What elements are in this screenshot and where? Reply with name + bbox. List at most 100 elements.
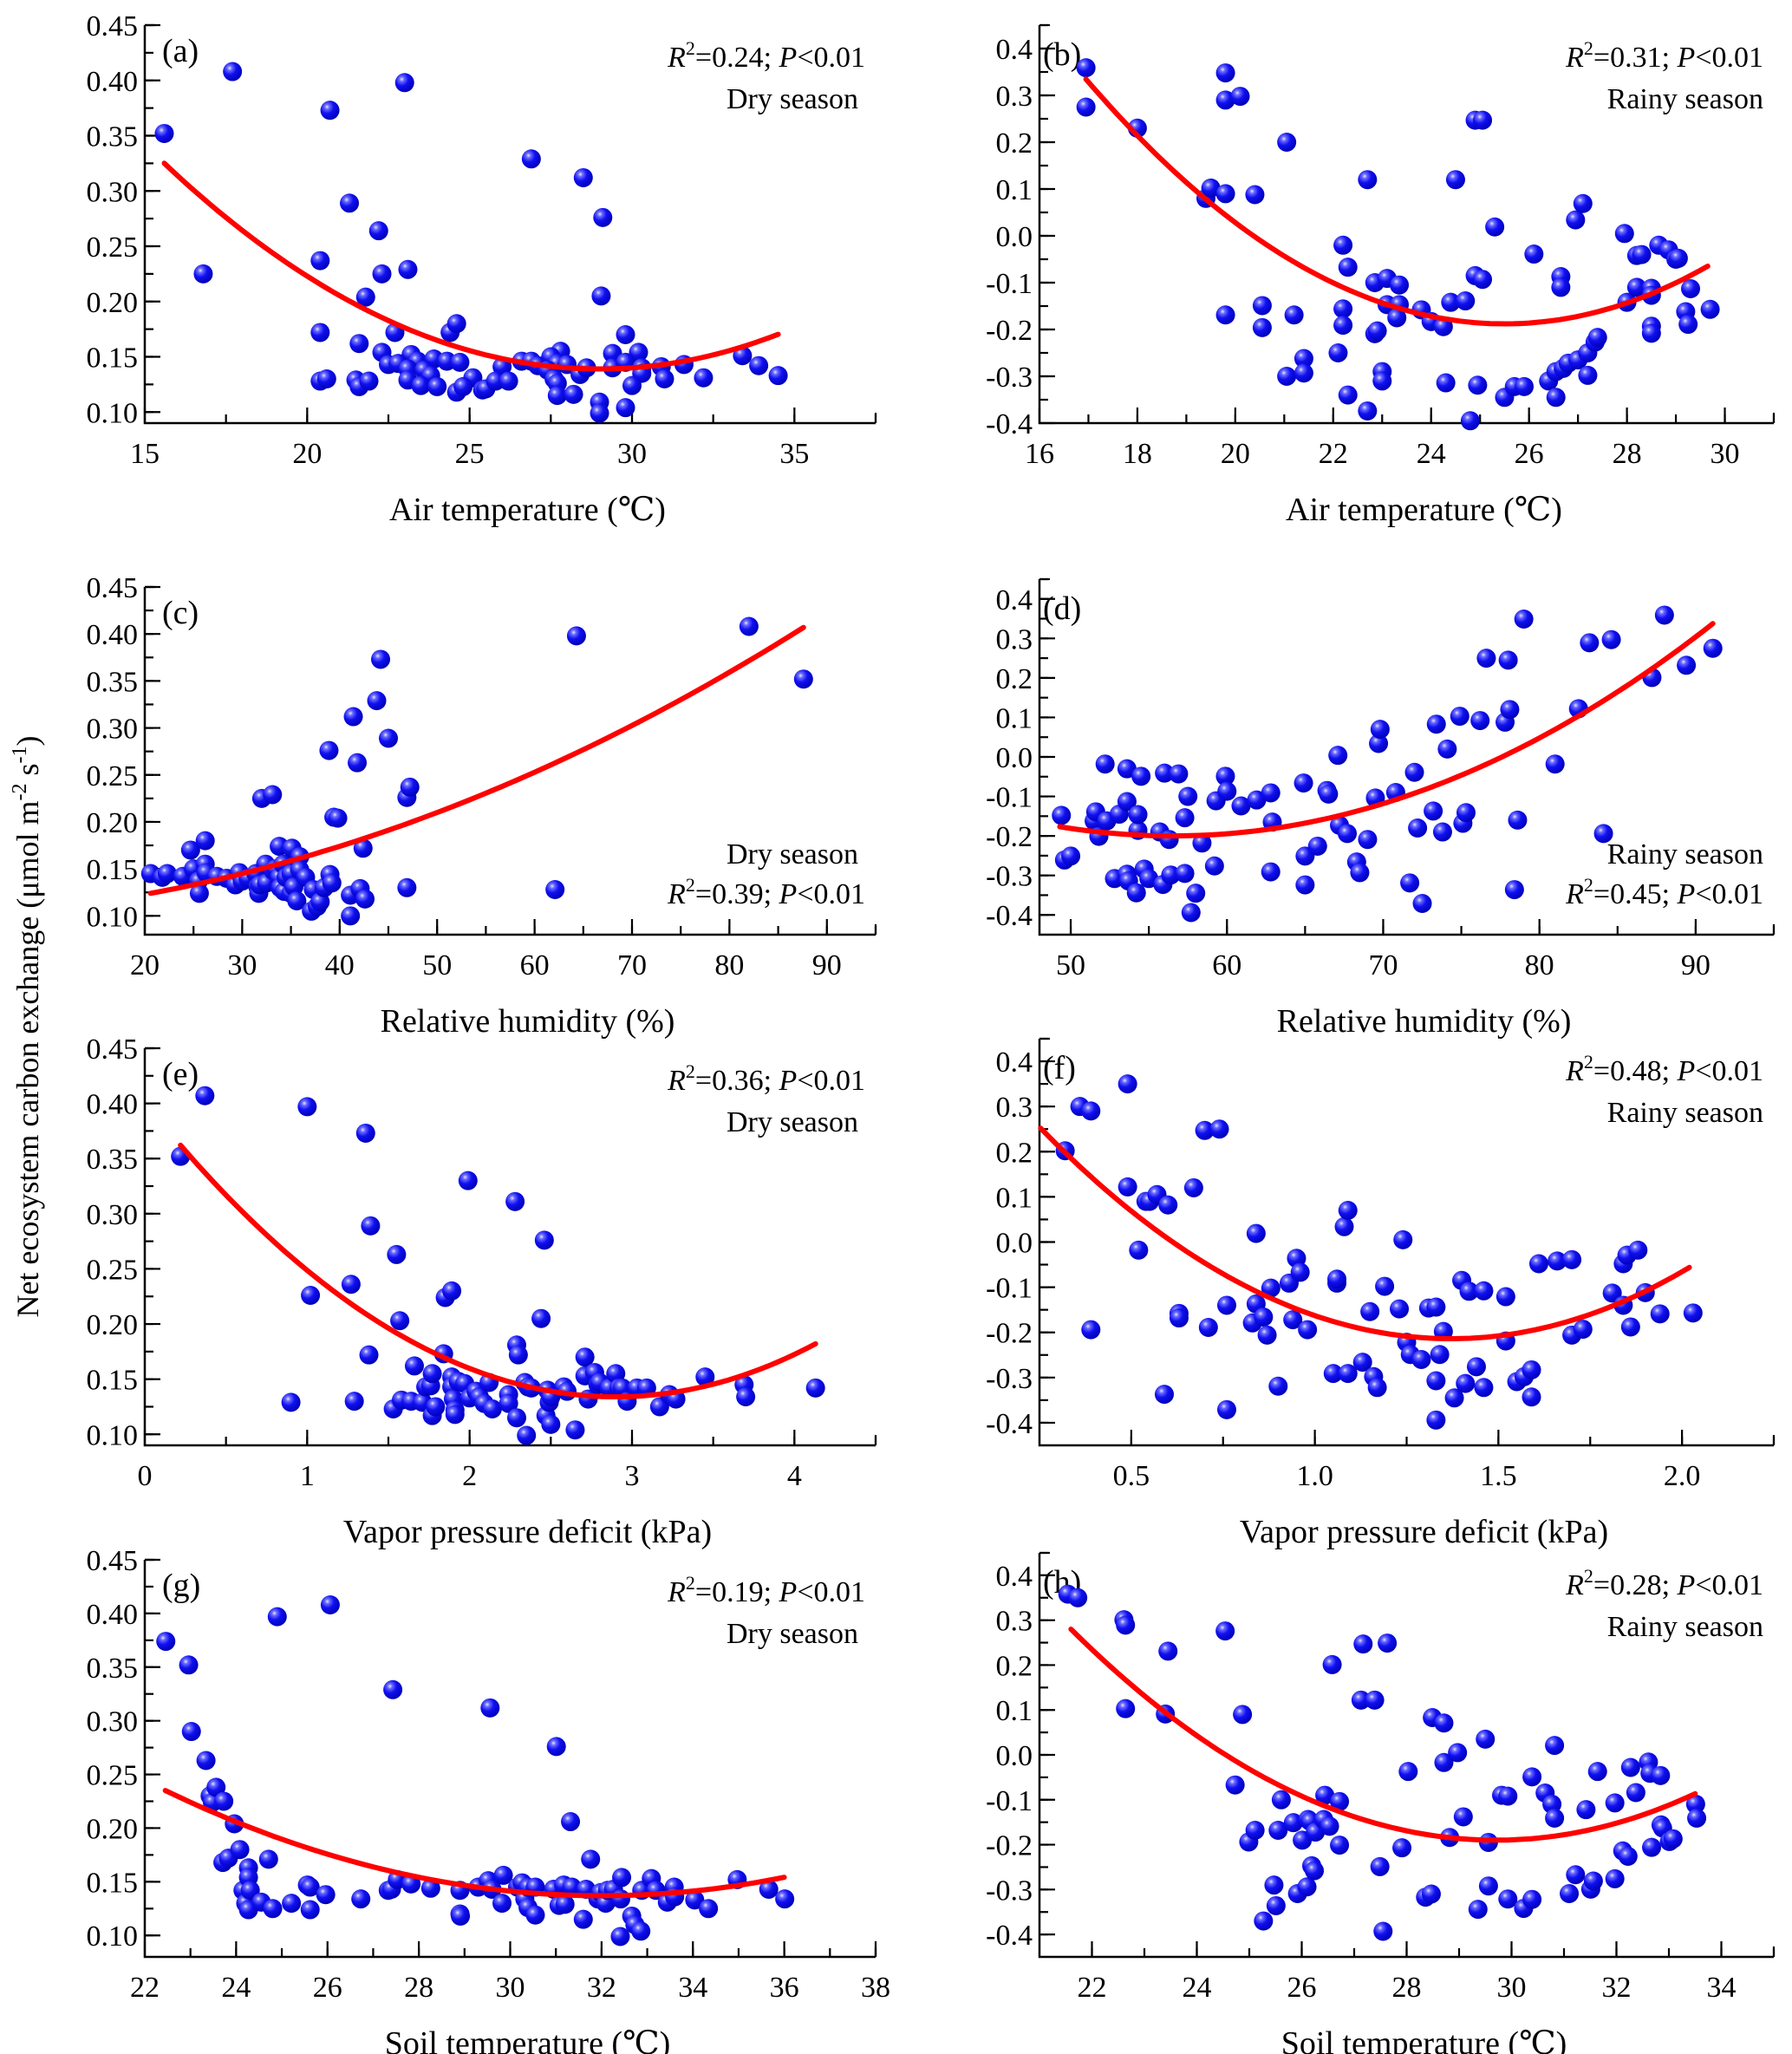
data-point xyxy=(1703,638,1723,658)
x-tick-label: 90 xyxy=(1681,949,1711,981)
data-point xyxy=(1618,1847,1638,1867)
data-point xyxy=(768,366,788,386)
r2-symbol: R xyxy=(667,878,686,910)
x-tick-label: 3 xyxy=(625,1460,640,1492)
data-point xyxy=(1293,363,1313,383)
data-point xyxy=(1154,1385,1174,1405)
y-tick-label: -0.2 xyxy=(986,821,1033,853)
y-tick-label: 0.3 xyxy=(996,1606,1033,1638)
y-tick-label: 0.35 xyxy=(87,666,139,698)
data-point xyxy=(1626,277,1646,297)
x-tick-label: 24 xyxy=(1417,438,1446,470)
data-point xyxy=(1450,707,1469,727)
data-point xyxy=(458,1170,478,1190)
data-point xyxy=(1426,714,1446,734)
data-point xyxy=(1466,1357,1486,1377)
data-point xyxy=(1233,1705,1253,1725)
x-tick-label: 28 xyxy=(404,1972,433,2004)
data-point xyxy=(1358,170,1378,190)
data-point xyxy=(499,1393,518,1413)
data-point xyxy=(759,1880,779,1900)
r2-superscript: 2 xyxy=(1584,1565,1593,1587)
data-point xyxy=(1076,58,1096,78)
data-point xyxy=(736,1387,756,1407)
data-point xyxy=(1524,245,1544,264)
data-point xyxy=(610,1927,630,1946)
x-tick-label: 30 xyxy=(1497,1972,1527,2004)
r2-value: =0.45; xyxy=(1593,878,1678,910)
data-point xyxy=(1398,1762,1418,1782)
data-point xyxy=(349,334,369,354)
r2-superscript: 2 xyxy=(1584,1051,1593,1073)
data-point xyxy=(1352,1353,1372,1373)
y-tick-label: -0.3 xyxy=(986,1363,1033,1395)
data-point xyxy=(181,1722,201,1742)
data-point xyxy=(1393,1229,1413,1249)
scatter-points xyxy=(1076,58,1720,431)
y-tick-label: 0.45 xyxy=(87,1545,139,1577)
data-point xyxy=(1436,373,1456,393)
data-point xyxy=(1460,411,1480,431)
y-tick-label: -0.2 xyxy=(986,315,1033,347)
data-point xyxy=(1445,170,1465,190)
y-tick-label: 0.4 xyxy=(996,34,1033,66)
data-point xyxy=(1470,711,1490,731)
data-point xyxy=(1333,316,1353,336)
data-point xyxy=(531,1308,551,1328)
data-point xyxy=(1283,1813,1303,1833)
data-point xyxy=(1216,1399,1236,1419)
y-tick-label: 0.1 xyxy=(996,174,1033,206)
x-tick-label: 30 xyxy=(617,438,647,470)
data-point xyxy=(1650,1304,1670,1324)
p-value: <0.01 xyxy=(797,1576,865,1608)
data-point xyxy=(320,101,340,121)
y-tick-label: 0.40 xyxy=(87,619,139,651)
x-tick-label: 2.0 xyxy=(1664,1460,1701,1492)
data-point xyxy=(1392,1838,1412,1858)
data-point xyxy=(793,669,813,689)
data-point xyxy=(545,879,565,899)
data-point xyxy=(1158,1641,1178,1661)
data-point xyxy=(1587,1762,1607,1782)
data-point xyxy=(426,1397,446,1417)
data-point xyxy=(1562,1249,1582,1269)
data-point xyxy=(1328,343,1348,362)
r2-annotation: R2=0.36; P<0.01 xyxy=(667,1060,865,1097)
x-tick-label: 80 xyxy=(714,949,744,981)
data-point xyxy=(1333,299,1353,319)
data-point xyxy=(1215,766,1235,786)
data-point xyxy=(157,864,177,884)
data-point xyxy=(562,1877,582,1897)
data-point xyxy=(1358,830,1378,850)
r2-superscript: 2 xyxy=(686,1572,695,1594)
x-tick-label: 38 xyxy=(861,1972,890,2004)
data-point xyxy=(1566,210,1586,230)
data-point xyxy=(411,375,431,395)
data-point xyxy=(1186,884,1206,903)
data-point xyxy=(1498,1889,1518,1909)
data-point xyxy=(390,1311,410,1331)
data-point xyxy=(1387,308,1407,328)
fit-curve xyxy=(1083,76,1711,327)
data-point xyxy=(1390,275,1410,295)
data-point xyxy=(361,1216,381,1236)
y-tick-label: 0.30 xyxy=(87,1706,139,1738)
season-label: Dry season xyxy=(727,1106,858,1138)
fit-curve xyxy=(147,624,806,897)
x-tick-label: 22 xyxy=(1078,1972,1107,2004)
data-point xyxy=(695,1367,715,1387)
data-point xyxy=(1390,1299,1410,1319)
x-tick-label: 20 xyxy=(1221,438,1250,470)
data-point xyxy=(1131,766,1151,786)
data-point xyxy=(1322,1654,1342,1674)
p-value: <0.01 xyxy=(1695,1055,1763,1087)
data-point xyxy=(1498,650,1518,670)
y-tick-label: 0.2 xyxy=(996,127,1033,160)
data-point xyxy=(1215,90,1235,110)
y-tick-label: 0.25 xyxy=(87,760,139,792)
data-point xyxy=(606,1364,626,1384)
data-point xyxy=(367,691,387,711)
scatter-points xyxy=(1052,605,1723,923)
data-point xyxy=(1307,836,1327,856)
data-point xyxy=(1545,754,1565,774)
